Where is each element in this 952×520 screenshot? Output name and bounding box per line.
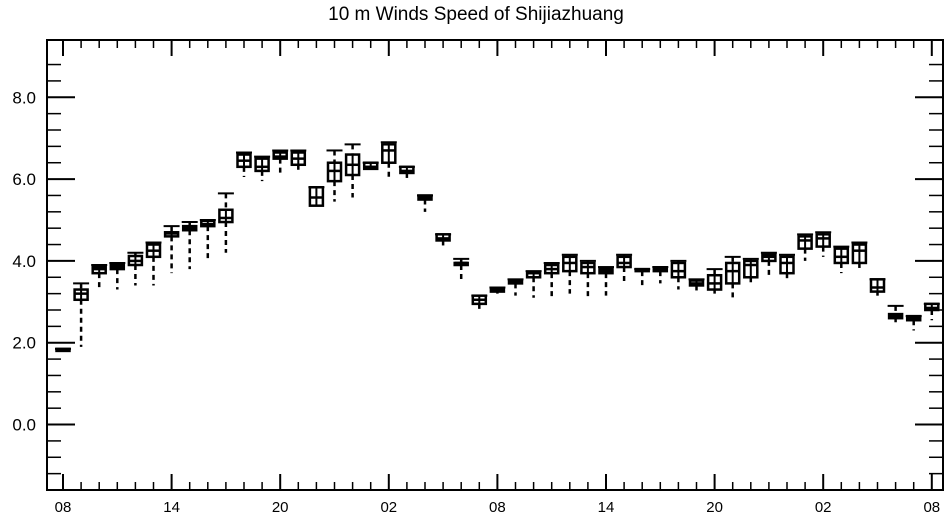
- box-item: [742, 257, 759, 286]
- plot-frame: [46, 39, 944, 491]
- x-tick-label: 14: [163, 499, 180, 516]
- box-item: [525, 270, 542, 298]
- box-item: [398, 165, 415, 182]
- box-item: [507, 278, 524, 296]
- chart-title: 10 m Winds Speed of Shijiazhuang: [328, 4, 624, 25]
- box-item: [760, 251, 777, 278]
- box-item: [598, 266, 614, 296]
- box-item: [55, 347, 71, 353]
- box-item: [145, 241, 162, 286]
- y-tick-label: 8.0: [12, 88, 36, 107]
- box-item: [290, 149, 307, 171]
- box-item: [417, 194, 433, 212]
- x-tick-label: 08: [923, 499, 940, 516]
- box-item: [616, 253, 633, 282]
- box-item: [797, 233, 814, 261]
- box-item: [380, 141, 397, 178]
- box-item: [308, 186, 325, 207]
- x-tick-label: 02: [815, 499, 832, 516]
- y-tick-label: 0.0: [12, 416, 36, 435]
- box-item: [91, 264, 108, 288]
- box-item: [163, 225, 180, 274]
- box-item: [453, 257, 470, 280]
- box-item: [109, 261, 126, 290]
- box-item: [634, 267, 651, 286]
- x-axis: 08 14 20 02 08 14 20 02 08: [55, 40, 940, 516]
- box-item: [851, 241, 868, 272]
- box-item: [815, 231, 832, 257]
- box-item: [489, 286, 506, 294]
- x-tick-label: 14: [598, 499, 615, 516]
- y-tick-label: 2.0: [12, 334, 36, 353]
- box-item: [272, 149, 289, 173]
- box-item: [326, 149, 343, 202]
- box-item: [471, 294, 488, 310]
- boxes: [55, 141, 940, 353]
- box-item: [199, 219, 216, 261]
- box-item: [217, 192, 234, 253]
- y-tick-label: 6.0: [12, 170, 36, 189]
- y-axis: 0.0 2.0 4.0 6.0 8.0: [12, 63, 943, 475]
- box-item: [905, 314, 922, 331]
- box-item: [362, 161, 379, 171]
- y-tick-label: 4.0: [12, 252, 36, 271]
- box-item: [670, 259, 687, 290]
- box-item: [887, 304, 904, 323]
- box-item: [181, 221, 198, 270]
- box-item: [688, 278, 705, 292]
- box-item: [543, 261, 560, 298]
- box-item: [833, 245, 850, 274]
- box-item: [254, 155, 271, 182]
- box-item: [652, 266, 669, 284]
- x-tick-label: 02: [380, 499, 397, 516]
- box-item: [127, 251, 144, 286]
- box-item: [435, 233, 452, 247]
- box-item: [923, 302, 940, 321]
- box-item: [779, 253, 795, 280]
- box-item: [724, 255, 741, 298]
- x-tick-label: 08: [489, 499, 506, 516]
- box-item: [579, 259, 596, 298]
- box-item: [869, 278, 886, 296]
- box-item: [73, 282, 90, 347]
- box-item: [344, 143, 361, 198]
- x-tick-label: 20: [706, 499, 723, 516]
- box-item: [561, 253, 578, 294]
- box-item: [706, 268, 723, 294]
- x-tick-label: 20: [272, 499, 289, 516]
- box-item: [236, 151, 252, 178]
- x-tick-label: 08: [55, 499, 72, 516]
